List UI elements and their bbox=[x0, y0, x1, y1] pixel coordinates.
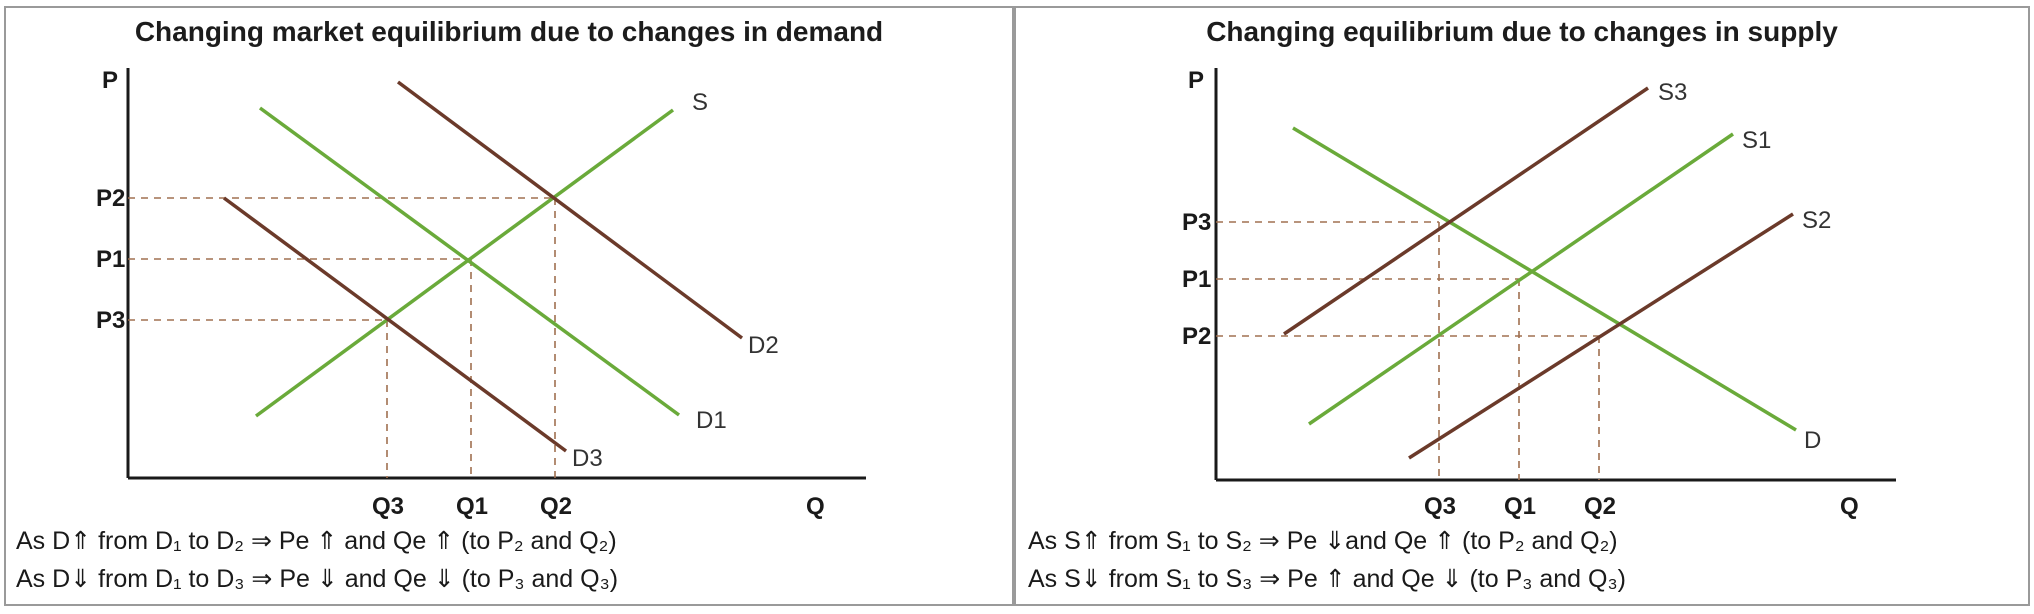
label-s: S bbox=[692, 89, 708, 116]
price-label-p3: P3 bbox=[96, 307, 125, 334]
demand-diagram: P Q S D1 D2 D3 P2 P1 P3 Q3 Q1 Q2 bbox=[96, 67, 866, 520]
supply-curve-s1 bbox=[1308, 132, 1734, 426]
supply-curve-s2 bbox=[1408, 212, 1794, 460]
label-s1: S1 bbox=[1742, 127, 1771, 154]
price-label-p1: P1 bbox=[96, 246, 125, 273]
demand-caption-decrease: As D⇓ from D₁ to D₃ ⇒ Pe ⇓ and Qe ⇓ (to … bbox=[16, 565, 619, 593]
supply-curve-s bbox=[254, 108, 675, 418]
qty-label-q2: Q2 bbox=[1584, 493, 1616, 520]
demand-caption-increase: As D⇑ from D₁ to D₂ ⇒ Pe ⇑ and Qe ⇑ (to … bbox=[16, 527, 617, 555]
label-s2: S2 bbox=[1802, 207, 1831, 234]
qty-label-q2: Q2 bbox=[540, 493, 572, 520]
demand-curve-d3 bbox=[222, 196, 568, 453]
qty-label-q1: Q1 bbox=[456, 493, 488, 520]
label-s3: S3 bbox=[1658, 79, 1687, 106]
demand-curve-d bbox=[1292, 126, 1797, 432]
supply-caption-decrease: As S⇓ from S₁ to S₃ ⇒ Pe ⇑ and Qe ⇓ (to … bbox=[1028, 565, 1626, 593]
label-d1: D1 bbox=[696, 407, 727, 434]
supply-diagram: P Q S3 S1 S2 D P3 P1 P2 Q3 Q1 Q2 bbox=[1182, 67, 1896, 520]
qty-label-q3: Q3 bbox=[1424, 493, 1456, 520]
label-d: D bbox=[1804, 427, 1821, 454]
price-label-p1: P1 bbox=[1182, 266, 1211, 293]
y-axis-label: P bbox=[102, 67, 118, 94]
demand-curve-d2 bbox=[396, 80, 744, 340]
label-d2: D2 bbox=[748, 332, 779, 359]
supply-panel-title: Changing equilibrium due to changes in s… bbox=[1206, 16, 1838, 47]
supply-curve-s3 bbox=[1283, 86, 1649, 336]
price-label-p3: P3 bbox=[1182, 209, 1211, 236]
x-axis-label: Q bbox=[1840, 493, 1859, 520]
price-label-p2: P2 bbox=[1182, 323, 1211, 350]
x-axis-label: Q bbox=[806, 493, 825, 520]
price-label-p2: P2 bbox=[96, 185, 125, 212]
qty-label-q3: Q3 bbox=[372, 493, 404, 520]
demand-shift-panel: Changing market equilibrium due to chang… bbox=[4, 6, 1014, 606]
demand-panel-title: Changing market equilibrium due to chang… bbox=[134, 16, 884, 47]
y-axis-label: P bbox=[1188, 67, 1204, 94]
qty-label-q1: Q1 bbox=[1504, 493, 1536, 520]
supply-shift-panel: Changing equilibrium due to changes in s… bbox=[1014, 6, 2030, 606]
label-d3: D3 bbox=[572, 445, 603, 472]
supply-caption-increase: As S⇑ from S₁ to S₂ ⇒ Pe ⇓and Qe ⇑ (to P… bbox=[1028, 527, 1618, 555]
demand-curve-d1 bbox=[258, 106, 681, 417]
